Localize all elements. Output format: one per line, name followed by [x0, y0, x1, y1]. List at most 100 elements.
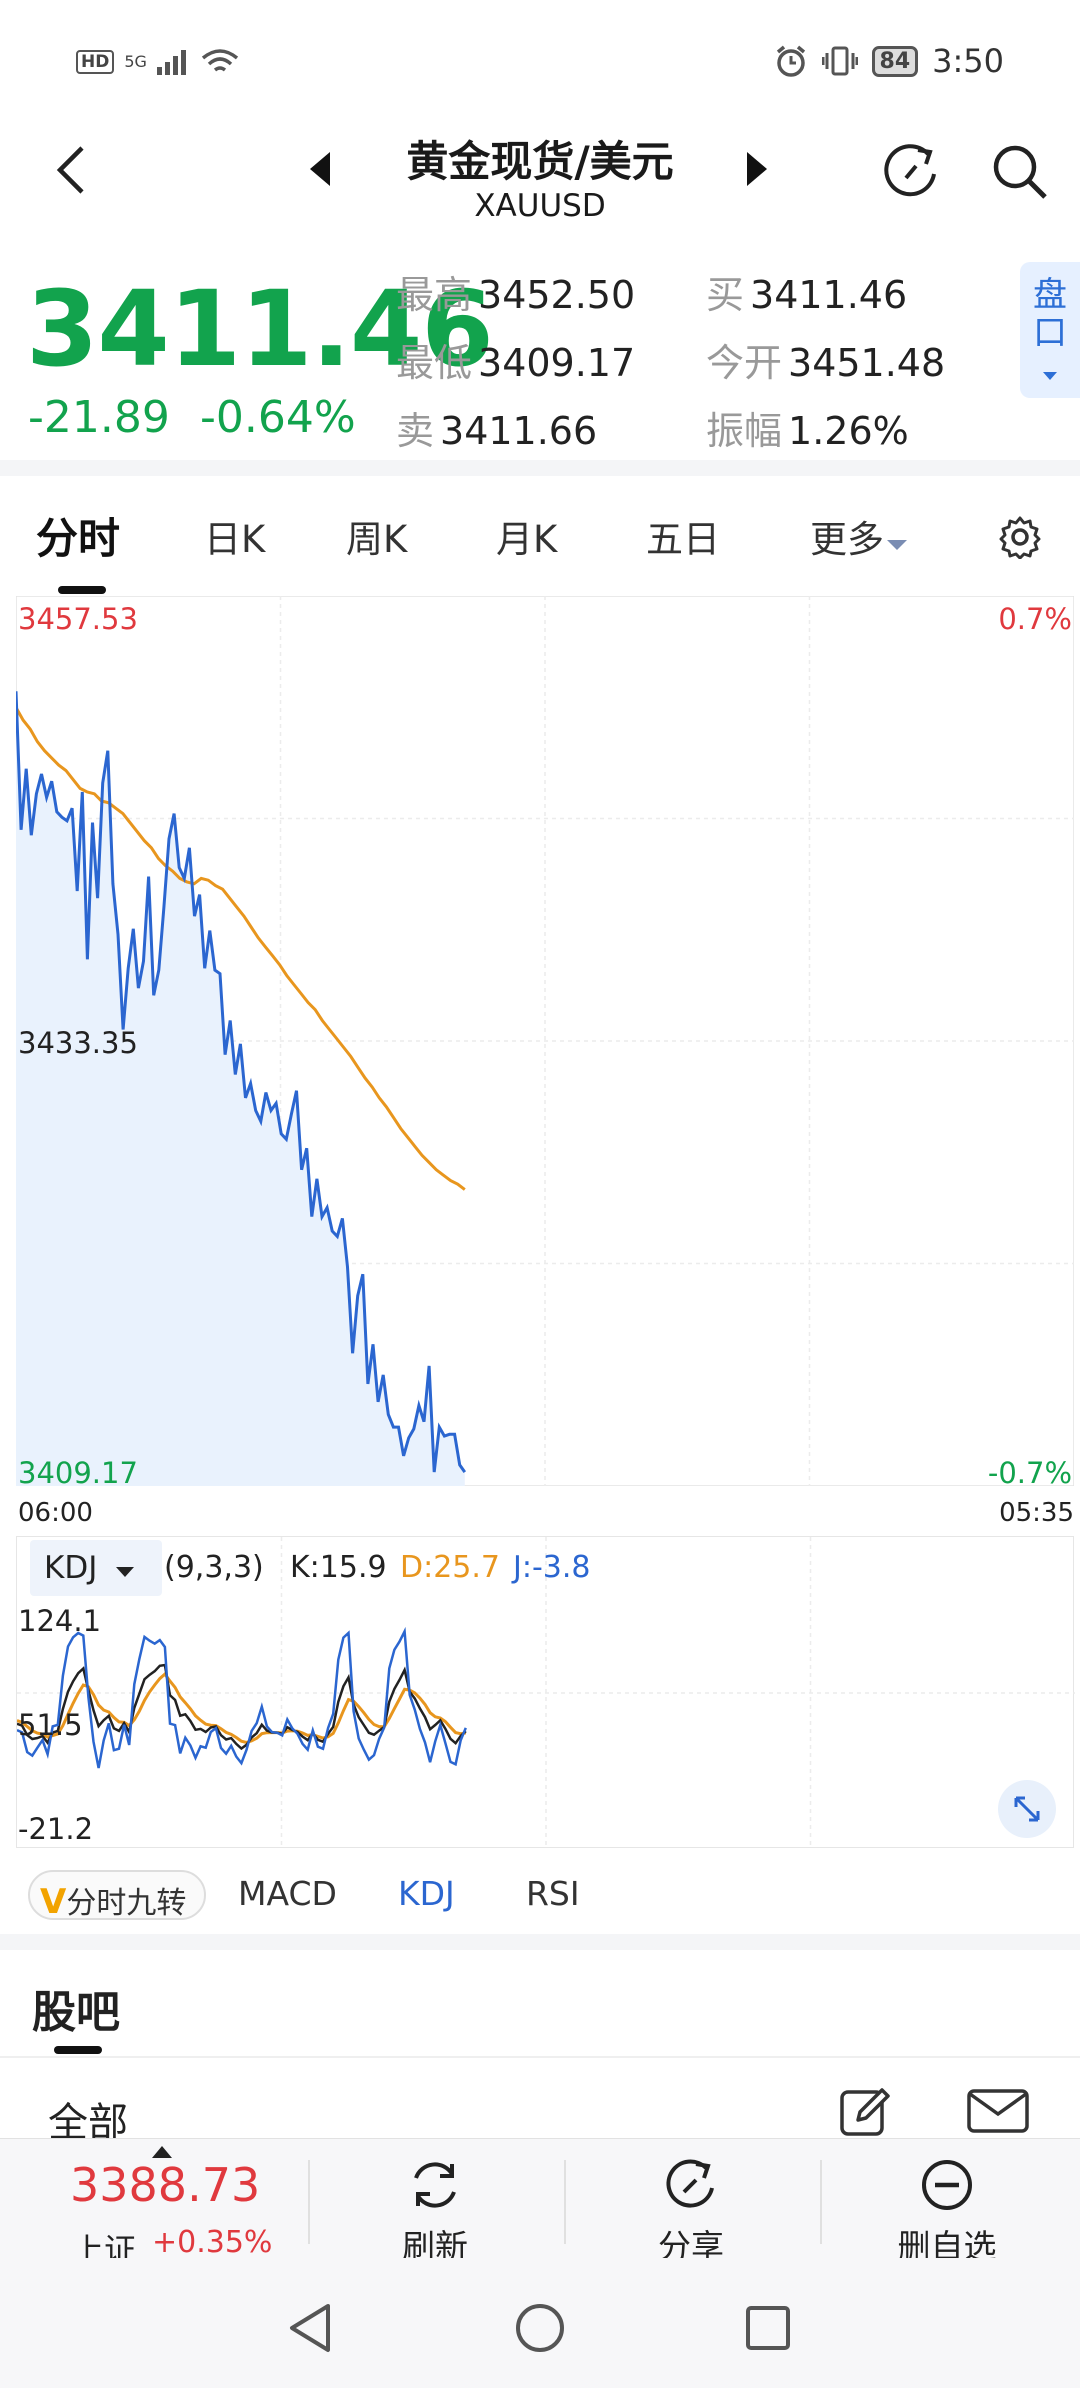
instrument-code: XAUUSD — [474, 188, 606, 224]
order-book-label: 盘口 — [1033, 275, 1067, 353]
kdj-j-value: J:-3.8 — [513, 1550, 591, 1585]
wifi-icon — [201, 49, 239, 72]
kdj-panel — [16, 1536, 1075, 1849]
quote-amplitude: 振幅 1.26% — [706, 400, 909, 455]
refresh-button[interactable]: 刷新 — [360, 2156, 510, 2268]
index-change-pct: +0.35% — [152, 2225, 273, 2260]
battery-indicator: 84 — [871, 45, 919, 77]
caret-down-icon — [116, 1567, 135, 1577]
kdj-k-value: K:15.9 — [290, 1550, 387, 1585]
intraday-chart-svg — [14, 595, 1075, 1487]
forum-divider — [0, 2056, 1080, 2058]
forum-underline — [54, 2046, 102, 2054]
hd-badge: HD — [76, 50, 115, 74]
toolbar-separator — [820, 2160, 822, 2244]
quote-low: 最低 3409.17 — [396, 332, 635, 387]
forum-title[interactable]: 股吧 — [32, 1987, 120, 2038]
section-divider — [0, 460, 1080, 476]
refresh-icon — [414, 2162, 456, 2208]
kdj-j-line — [16, 1626, 467, 1769]
y-axis-top-label: 3457.53 — [18, 602, 138, 636]
search-icon[interactable] — [990, 142, 1050, 202]
vip-icon: V — [40, 1882, 67, 1922]
mail-icon[interactable] — [966, 2088, 1030, 2134]
nine-turn-label: 分时九转 — [66, 1886, 187, 1921]
network-label: 5G — [124, 52, 147, 71]
last-price: 3411.46 — [26, 268, 494, 390]
alarm-icon — [776, 45, 805, 77]
kdj-y-top: 124.1 — [18, 1604, 102, 1638]
system-nav-bar — [0, 2258, 1080, 2388]
indicator-selector[interactable]: KDJ — [30, 1540, 162, 1596]
index-expand-arrow-icon[interactable] — [152, 2146, 172, 2158]
indicator-selector-label: KDJ — [44, 1550, 98, 1586]
index-value[interactable]: 3388.73 — [70, 2158, 261, 2212]
high-label: 最高 — [396, 273, 473, 317]
refresh-icon[interactable] — [880, 140, 942, 202]
pct-axis-bottom-label: -0.7% — [987, 1456, 1072, 1490]
next-instrument-icon[interactable] — [745, 150, 769, 188]
quote-open: 今开 3451.48 — [706, 332, 945, 387]
amplitude-label: 振幅 — [706, 409, 783, 453]
tab-daily-k[interactable]: 日K — [204, 518, 266, 561]
kdj-grid — [17, 1537, 1075, 1849]
share-button[interactable]: 分享 — [616, 2156, 766, 2268]
caret-down-icon — [1043, 372, 1057, 380]
section-divider — [0, 1934, 1080, 1950]
edit-icon[interactable] — [838, 2084, 892, 2138]
clock: 3:50 — [932, 42, 1004, 80]
order-book-tab[interactable]: 盘口 — [1020, 262, 1080, 398]
amplitude-value: 1.26% — [788, 409, 909, 453]
triangle-down-icon — [887, 540, 907, 550]
y-axis-mid-label: 3433.35 — [18, 1026, 138, 1060]
intraday-chart: 3457.53 3433.35 3409.17 0.7% -0.7% — [14, 595, 1075, 1490]
nine-turn-toggle[interactable]: V分时九转 — [28, 1870, 206, 1922]
kdj-d-line — [16, 1671, 467, 1744]
quote-buy: 买 3411.46 — [706, 264, 907, 319]
sell-label: 卖 — [396, 409, 435, 453]
high-value: 3452.50 — [478, 273, 636, 317]
page-title: 黄金现货/美元 — [406, 137, 674, 186]
bottom-toolbar — [0, 2138, 1080, 2258]
price-line — [14, 691, 467, 1473]
tab-kdj[interactable]: KDJ — [398, 1874, 455, 1913]
fullscreen-button[interactable] — [998, 1780, 1056, 1838]
tab-weekly-k[interactable]: 周K — [346, 518, 408, 561]
period-tabs: 分时 日K 周K 月K 五日 更多 — [0, 505, 1080, 585]
kdj-k-line — [16, 1663, 467, 1751]
status-bar-right: 84 3:50 — [774, 42, 1004, 80]
remove-watchlist-button[interactable]: 删自选 — [872, 2156, 1022, 2268]
tab-five-day[interactable]: 五日 — [646, 518, 720, 561]
low-label: 最低 — [396, 341, 473, 385]
tab-rsi[interactable]: RSI — [526, 1874, 580, 1913]
tab-more[interactable]: 更多 — [810, 509, 908, 563]
tab-monthly-k[interactable]: 月K — [496, 518, 558, 561]
toolbar-separator — [564, 2160, 566, 2244]
nav-back-icon[interactable] — [286, 2302, 334, 2354]
nav-recents-icon[interactable] — [744, 2304, 792, 2352]
price-change: -21.89 — [28, 392, 170, 443]
chart-settings-icon[interactable] — [998, 515, 1042, 559]
minus-circle-icon — [922, 2160, 972, 2210]
prev-instrument-icon[interactable] — [308, 150, 332, 188]
kdj-d-value: D:25.7 — [400, 1550, 501, 1585]
signal-icon — [156, 50, 186, 75]
status-bar-left: HD 5G — [76, 48, 239, 76]
tab-active-underline — [58, 586, 106, 594]
back-icon[interactable] — [52, 140, 88, 200]
tab-more-label: 更多 — [810, 518, 884, 561]
pct-axis-top-label: 0.7% — [998, 602, 1072, 636]
kdj-y-bottom: -21.2 — [18, 1812, 94, 1846]
y-axis-bottom-label: 3409.17 — [18, 1456, 138, 1490]
time-axis-start: 06:00 — [18, 1498, 93, 1528]
low-value: 3409.17 — [478, 341, 636, 385]
tab-intraday[interactable]: 分时 — [36, 514, 121, 563]
kdj-chart-svg — [16, 1537, 1075, 1849]
kdj-y-mid: 51.5 — [18, 1708, 83, 1742]
open-label: 今开 — [706, 341, 783, 385]
quote-sell: 卖 3411.66 — [396, 400, 597, 455]
average-price-line — [14, 706, 466, 1191]
nav-home-icon[interactable] — [514, 2302, 566, 2354]
tab-macd[interactable]: MACD — [238, 1874, 337, 1913]
